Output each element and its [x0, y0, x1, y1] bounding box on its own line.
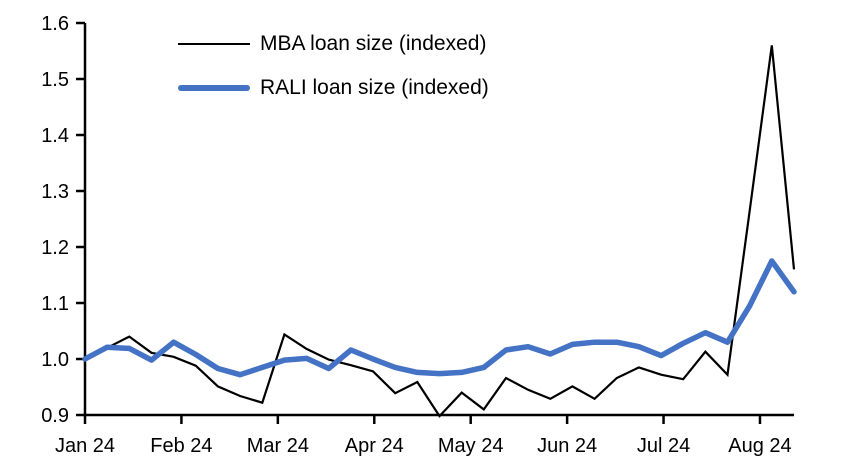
x-tick-label: Aug 24: [728, 435, 791, 457]
rali-line-swatch: [178, 84, 250, 92]
y-tick-label: 1.2: [41, 237, 69, 259]
mba-series-line: [84, 45, 796, 418]
legend-label-mba: MBA loan size (indexed): [260, 32, 487, 55]
x-tick-label: Jun 24: [537, 435, 597, 457]
rali-series-line: [82, 258, 797, 378]
y-tick-label: 1.1: [41, 293, 69, 315]
mba-line-swatch: [178, 42, 250, 46]
y-tick-label: 1.6: [41, 13, 69, 35]
chart-legend: MBA loan size (indexed) RALI loan size (…: [178, 22, 489, 110]
legend-item-rali: RALI loan size (indexed): [178, 66, 489, 110]
y-tick-label: 1.0: [41, 349, 69, 371]
x-tick-label: Mar 24: [247, 435, 309, 457]
legend-label-rali: RALI loan size (indexed): [260, 76, 489, 99]
x-tick-label: Feb 24: [150, 435, 212, 457]
y-tick-label: 0.9: [41, 405, 69, 427]
y-tick-label: 1.5: [41, 69, 69, 91]
y-tick-label: 1.4: [41, 125, 69, 147]
x-tick-label: Apr 24: [345, 435, 404, 457]
x-tick-label: May 24: [438, 435, 504, 457]
legend-item-mba: MBA loan size (indexed): [178, 22, 489, 66]
x-tick-label: Jan 24: [55, 435, 115, 457]
x-tick-label: Jul 24: [637, 435, 690, 457]
y-tick-label: 1.3: [41, 181, 69, 203]
